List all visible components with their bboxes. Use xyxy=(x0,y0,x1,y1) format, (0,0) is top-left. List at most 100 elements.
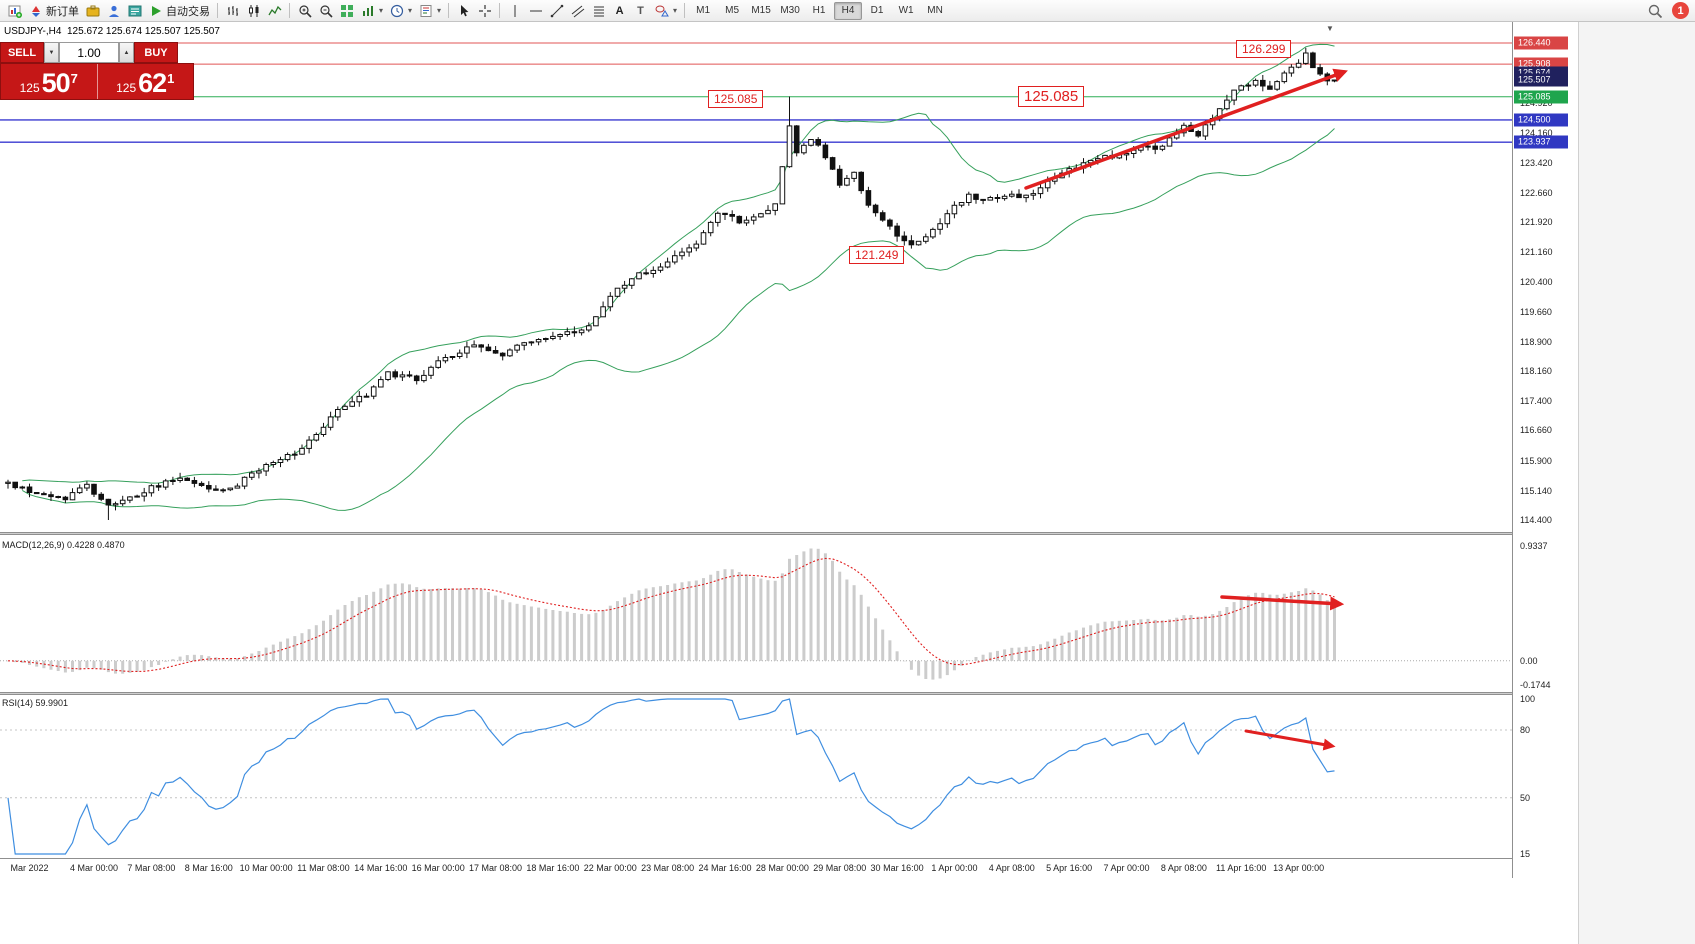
panel-divider[interactable] xyxy=(0,532,1578,535)
buy-price-display[interactable]: 125 62 1 xyxy=(98,64,194,99)
trendline-tool[interactable] xyxy=(546,2,567,20)
time-label: 18 Mar 16:00 xyxy=(526,863,580,873)
time-label: 17 Mar 08:00 xyxy=(469,863,523,873)
time-label: 23 Mar 08:00 xyxy=(641,863,695,873)
terminal-button[interactable] xyxy=(124,2,145,20)
price-badge: 126.440 xyxy=(1514,36,1568,50)
main-toolbar: 新订单 自动交易 xyxy=(0,0,1695,22)
navigator-icon xyxy=(106,3,121,18)
toolbar-right: 1 xyxy=(1647,2,1689,19)
volume-input[interactable] xyxy=(59,42,119,63)
annotation-label[interactable]: 125.085 xyxy=(708,90,764,108)
notification-badge[interactable]: 1 xyxy=(1672,2,1689,19)
indicators-dropdown[interactable]: ▾ xyxy=(357,2,386,20)
periods-dropdown[interactable]: ▾ xyxy=(386,2,415,20)
volume-decrease-button[interactable]: ▼ xyxy=(44,42,59,63)
macd-arrow[interactable] xyxy=(1220,595,1345,611)
price-badge: 125.085 xyxy=(1514,90,1568,104)
trendline-icon xyxy=(549,3,564,18)
line-chart-icon xyxy=(267,3,282,18)
sell-price-display[interactable]: 125 50 7 xyxy=(1,64,98,99)
crosshair-tool-button[interactable] xyxy=(474,2,495,20)
label-tool[interactable]: T xyxy=(630,2,651,20)
price-tick: 117.400 xyxy=(1520,396,1552,407)
sell-price-prefix: 125 xyxy=(19,81,40,95)
time-label: 24 Mar 16:00 xyxy=(698,863,752,873)
templates-dropdown[interactable]: ▾ xyxy=(415,2,444,20)
tile-windows-icon xyxy=(339,3,354,18)
channel-tool[interactable] xyxy=(567,2,588,20)
horizontal-line-tool[interactable] xyxy=(525,2,546,20)
vertical-line-tool[interactable] xyxy=(504,2,525,20)
toolbox-button[interactable] xyxy=(82,2,103,20)
bottom-filler xyxy=(0,878,1578,944)
annotation-label[interactable]: 126.299 xyxy=(1236,40,1292,58)
toolbar-separator xyxy=(217,3,218,18)
fibonacci-icon xyxy=(591,3,606,18)
cursor-tool-button[interactable] xyxy=(453,2,474,20)
timeframe-m30[interactable]: M30 xyxy=(780,4,800,16)
horizontal-line-icon xyxy=(528,3,543,18)
toolbar-separator xyxy=(499,3,501,18)
price-tick: 122.660 xyxy=(1520,187,1553,198)
macd-panel-canvas[interactable] xyxy=(0,538,1512,692)
new-chart-button[interactable] xyxy=(4,2,25,20)
autotrade-button[interactable]: 自动交易 xyxy=(145,2,213,20)
fibonacci-tool[interactable] xyxy=(588,2,609,20)
timeframe-m5[interactable]: M5 xyxy=(725,4,740,16)
price-tick: 116.660 xyxy=(1520,425,1552,436)
buy-button[interactable]: BUY xyxy=(134,42,178,63)
clock-icon xyxy=(389,3,404,18)
timeframe-h4[interactable]: H4 xyxy=(834,1,863,20)
bar-chart-button[interactable] xyxy=(222,2,243,20)
timeframe-group: M1 M5 M15 M30 H1 H4 D1 W1 MN xyxy=(689,1,949,20)
timeframe-mn[interactable]: MN xyxy=(927,4,943,16)
timeframe-h1[interactable]: H1 xyxy=(812,4,826,16)
rsi-arrow[interactable] xyxy=(1244,729,1336,751)
price-tick: 120.400 xyxy=(1520,277,1553,288)
search-icon[interactable] xyxy=(1647,3,1662,18)
price-chart-canvas[interactable] xyxy=(0,36,1512,532)
candlestick-chart-button[interactable] xyxy=(243,2,264,20)
tile-windows-button[interactable] xyxy=(336,2,357,20)
time-label: 11 Apr 16:00 xyxy=(1216,863,1267,873)
shapes-icon xyxy=(654,3,669,18)
time-label: 10 Mar 00:00 xyxy=(239,863,293,873)
zoom-out-button[interactable] xyxy=(315,2,336,20)
time-label: 30 Mar 16:00 xyxy=(870,863,924,873)
trend-arrow[interactable] xyxy=(1024,68,1348,190)
annotation-label[interactable]: 121.249 xyxy=(849,246,905,264)
line-chart-button[interactable] xyxy=(264,2,285,20)
toolbar-separator xyxy=(448,3,450,18)
time-label: 29 Mar 08:00 xyxy=(813,863,867,873)
time-label: 22 Mar 00:00 xyxy=(583,863,637,873)
time-label: 13 Apr 00:00 xyxy=(1273,863,1325,873)
text-tool[interactable]: A xyxy=(609,2,630,20)
candles-layer xyxy=(5,47,1338,520)
zoom-in-button[interactable] xyxy=(294,2,315,20)
volume-increase-button[interactable]: ▲ xyxy=(119,42,134,63)
new-order-button[interactable]: 新订单 xyxy=(25,2,82,20)
timeframe-w1[interactable]: W1 xyxy=(898,4,914,16)
sell-button[interactable]: SELL xyxy=(0,42,44,63)
new-order-icon xyxy=(28,3,43,18)
rsi-panel-canvas[interactable] xyxy=(0,696,1512,858)
shapes-dropdown[interactable]: ▾ xyxy=(651,2,680,20)
chart-shift-marker[interactable]: ▼ xyxy=(1326,24,1334,33)
annotation-label[interactable]: 125.085 xyxy=(1018,86,1085,107)
time-label: Mar 2022 xyxy=(10,863,49,873)
timeframe-d1[interactable]: D1 xyxy=(870,4,884,16)
chevron-down-icon: ▾ xyxy=(437,6,442,15)
price-axis[interactable]: 126.440125.680124.920124.160123.420122.6… xyxy=(1512,22,1578,878)
price-tick: 121.160 xyxy=(1520,247,1553,258)
timeframe-m15[interactable]: M15 xyxy=(751,4,771,16)
new-order-label: 新订单 xyxy=(46,5,79,18)
panel-divider[interactable] xyxy=(0,692,1578,695)
time-label: 4 Mar 00:00 xyxy=(70,863,119,873)
timeframe-m1[interactable]: M1 xyxy=(696,4,711,16)
time-label: 28 Mar 00:00 xyxy=(755,863,809,873)
navigator-button[interactable] xyxy=(103,2,124,20)
price-tick: 123.420 xyxy=(1520,157,1553,168)
time-axis[interactable]: Mar 2022 4 Mar 00:00 7 Mar 08:00 8 Mar 16:0… xyxy=(0,858,1578,879)
